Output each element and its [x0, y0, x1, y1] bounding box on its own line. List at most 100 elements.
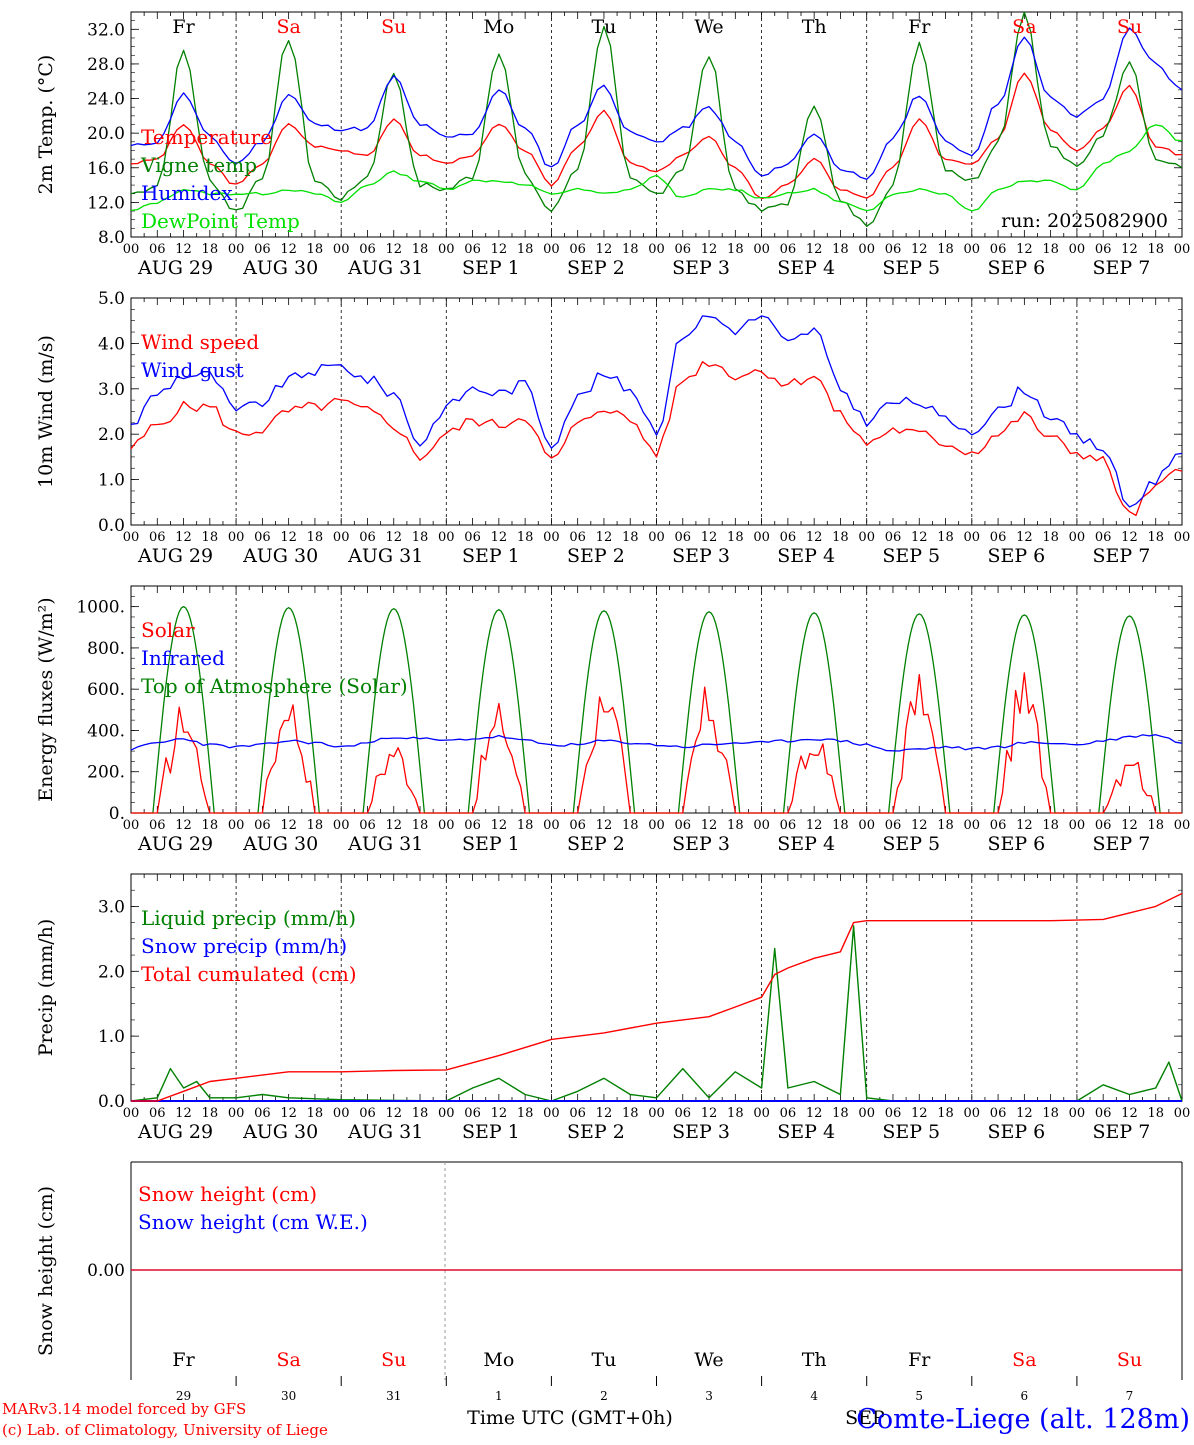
hour-tick-label: 00 — [858, 1106, 875, 1121]
hour-tick-label: 00 — [543, 818, 560, 833]
hour-tick-label: 18 — [832, 1106, 849, 1121]
hour-tick-label: 18 — [937, 242, 954, 257]
weekday-label: Fr — [172, 1349, 195, 1371]
temperature-series-group — [131, 12, 1182, 227]
date-label: AUG 30 — [242, 257, 318, 279]
hour-tick-label: 00 — [1069, 818, 1086, 833]
hour-tick-label: 00 — [1174, 818, 1191, 833]
hour-tick-label: 18 — [517, 818, 534, 833]
legend-entry: Wind gust — [141, 358, 244, 382]
weekday-label: Su — [381, 1349, 406, 1371]
y-tick-label: 0.0 — [98, 516, 125, 536]
hour-tick-label: 00 — [1174, 530, 1191, 545]
day-number-label: 4 — [810, 1389, 818, 1403]
date-label: SEP 5 — [882, 257, 940, 279]
hour-tick-label: 06 — [359, 1106, 376, 1121]
hour-tick-label: 06 — [464, 818, 481, 833]
date-label: AUG 30 — [242, 833, 318, 855]
hour-tick-label: 18 — [202, 242, 219, 257]
hour-tick-label: 00 — [543, 242, 560, 257]
y-tick-label: 3.0 — [98, 380, 125, 400]
weekday-label: Su — [1117, 16, 1142, 38]
hour-tick-label: 06 — [885, 242, 902, 257]
hour-tick-label: 18 — [307, 242, 324, 257]
hour-tick-label: 12 — [596, 530, 613, 545]
date-label: SEP 1 — [462, 545, 520, 567]
temperature-series-group — [131, 27, 1182, 180]
hour-tick-label: 00 — [228, 1106, 245, 1121]
hour-tick-label: 00 — [438, 242, 455, 257]
hour-tick-label: 06 — [149, 530, 166, 545]
hour-tick-label: 12 — [806, 818, 823, 833]
date-label: SEP 4 — [777, 545, 835, 567]
hour-tick-label: 12 — [1121, 242, 1138, 257]
hour-tick-label: 06 — [254, 530, 271, 545]
hour-tick-label: 06 — [675, 818, 692, 833]
hour-tick-label: 12 — [1121, 530, 1138, 545]
y-tick-label: 2.0 — [98, 962, 125, 982]
date-label: SEP 5 — [882, 1121, 940, 1143]
date-label: SEP 7 — [1093, 833, 1151, 855]
hour-tick-label: 18 — [307, 530, 324, 545]
day-number-label: 31 — [386, 1389, 401, 1403]
hour-tick-label: 18 — [832, 530, 849, 545]
hour-tick-label: 18 — [727, 818, 744, 833]
date-label: SEP 3 — [672, 545, 730, 567]
hour-tick-label: 18 — [412, 818, 429, 833]
date-label: SEP 4 — [777, 833, 835, 855]
y-tick-label: 16.0 — [87, 159, 125, 179]
hour-tick-label: 06 — [780, 530, 797, 545]
y-tick-label: 1000. — [76, 598, 125, 618]
hour-tick-label: 12 — [1121, 1106, 1138, 1121]
hour-tick-label: 12 — [175, 530, 192, 545]
date-label: AUG 31 — [347, 833, 423, 855]
weekday-label: Su — [381, 16, 406, 38]
weekday-label: Tu — [591, 1349, 616, 1371]
hour-tick-label: 18 — [1042, 530, 1059, 545]
weekday-label: Fr — [172, 16, 195, 38]
date-label: AUG 29 — [137, 1121, 213, 1143]
date-label: SEP 1 — [462, 1121, 520, 1143]
y-tick-label: 1.0 — [98, 471, 125, 491]
hour-tick-label: 06 — [1095, 818, 1112, 833]
date-label: SEP 1 — [462, 257, 520, 279]
hour-tick-label: 18 — [937, 818, 954, 833]
hour-tick-label: 00 — [123, 1106, 140, 1121]
date-label: AUG 29 — [137, 833, 213, 855]
hour-tick-label: 06 — [569, 242, 586, 257]
hour-tick-label: 12 — [596, 242, 613, 257]
date-label: AUG 29 — [137, 257, 213, 279]
precip-panel: 0.0 1.0 2.0 3.0 Precip (mm/h) Liquid precip (… — [35, 873, 1190, 1143]
hour-tick-label: 00 — [1069, 1106, 1086, 1121]
temperature-series-line — [131, 27, 1182, 180]
hour-tick-label: 12 — [385, 1106, 402, 1121]
date-label: AUG 31 — [347, 257, 423, 279]
hour-tick-label: 18 — [1147, 818, 1164, 833]
hour-tick-label: 18 — [727, 242, 744, 257]
snow-panel: 0.00 Snow height (cm) Snow height (cm) Snow… — [35, 1161, 1183, 1403]
day-number-label: 1 — [495, 1389, 503, 1403]
weekday-label: Fr — [908, 1349, 931, 1371]
hour-tick-label: 12 — [280, 1106, 297, 1121]
hour-tick-label: 12 — [596, 1106, 613, 1121]
hour-tick-label: 06 — [990, 1106, 1007, 1121]
hour-tick-label: 18 — [937, 530, 954, 545]
hour-tick-label: 12 — [491, 242, 508, 257]
hour-tick-label: 06 — [359, 242, 376, 257]
hour-tick-label: 00 — [648, 242, 665, 257]
hour-tick-label: 12 — [491, 1106, 508, 1121]
wind-series-line — [130, 361, 1183, 517]
hour-tick-label: 00 — [123, 242, 140, 257]
hour-tick-label: 06 — [464, 242, 481, 257]
hour-tick-label: 18 — [622, 1106, 639, 1121]
hour-tick-label: 06 — [149, 818, 166, 833]
date-label: SEP 7 — [1093, 257, 1151, 279]
y-tick-label: 28.0 — [87, 55, 125, 75]
hour-tick-label: 00 — [543, 530, 560, 545]
hour-tick-label: 00 — [1069, 242, 1086, 257]
hour-tick-label: 00 — [753, 242, 770, 257]
hour-tick-label: 18 — [832, 818, 849, 833]
hour-tick-label: 18 — [1042, 242, 1059, 257]
hour-tick-label: 00 — [228, 818, 245, 833]
